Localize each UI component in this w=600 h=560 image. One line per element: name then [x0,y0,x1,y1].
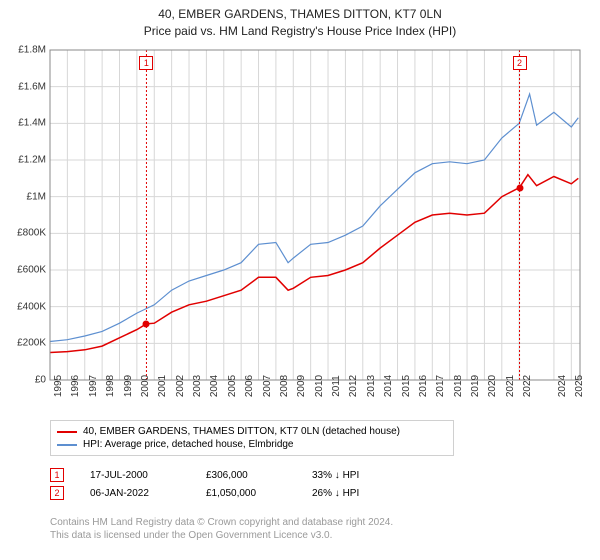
y-axis-label: £1.6M [6,81,46,92]
x-axis-label: 2012 [348,375,359,397]
sale-price: £306,000 [206,470,286,481]
x-axis-label: 2018 [453,375,464,397]
x-axis-label: 2025 [574,375,585,397]
y-axis-label: £1.4M [6,118,46,129]
sale-date: 17-JUL-2000 [90,470,180,481]
x-axis-label: 2002 [175,375,186,397]
x-axis-label: 2013 [366,375,377,397]
legend: 40, EMBER GARDENS, THAMES DITTON, KT7 0L… [50,420,454,456]
legend-label: 40, EMBER GARDENS, THAMES DITTON, KT7 0L… [83,426,400,437]
y-axis-label: £0 [6,375,46,386]
x-axis-label: 2008 [279,375,290,397]
sale-date: 06-JAN-2022 [90,488,180,499]
title-line1: 40, EMBER GARDENS, THAMES DITTON, KT7 0L… [0,6,600,23]
legend-item: 40, EMBER GARDENS, THAMES DITTON, KT7 0L… [57,425,447,438]
legend-swatch [57,444,77,446]
title-block: 40, EMBER GARDENS, THAMES DITTON, KT7 0L… [0,0,600,40]
title-line2: Price paid vs. HM Land Registry's House … [0,23,600,40]
x-axis-label: 2014 [383,375,394,397]
footnote-line2: This data is licensed under the Open Gov… [50,529,393,542]
sale-index: 1 [50,468,64,482]
x-axis-label: 1996 [70,375,81,397]
series-subject [50,175,578,353]
y-axis-label: £1M [6,191,46,202]
x-axis-label: 2001 [157,375,168,397]
x-axis-label: 2024 [557,375,568,397]
y-axis-label: £1.8M [6,45,46,56]
x-axis-label: 1995 [53,375,64,397]
sale-diff: 33% ↓ HPI [312,470,392,481]
sale-diff: 26% ↓ HPI [312,488,392,499]
x-axis-label: 2006 [244,375,255,397]
x-axis-label: 2016 [418,375,429,397]
x-axis-label: 2020 [487,375,498,397]
x-axis-label: 1997 [88,375,99,397]
sale-row: 1 17-JUL-2000 £306,000 33% ↓ HPI [50,466,570,484]
sale-marker-2: 2 [513,56,527,70]
chart-area: £0£200K£400K£600K£800K£1M£1.2M£1.4M£1.6M… [50,50,580,380]
x-axis-label: 2009 [296,375,307,397]
legend-label: HPI: Average price, detached house, Elmb… [83,439,294,450]
x-axis-label: 2015 [401,375,412,397]
footnote-line1: Contains HM Land Registry data © Crown c… [50,516,393,529]
sale-dot-2 [516,184,523,191]
y-axis-label: £200K [6,338,46,349]
sale-price: £1,050,000 [206,488,286,499]
chart-container: 40, EMBER GARDENS, THAMES DITTON, KT7 0L… [0,0,600,560]
footnote: Contains HM Land Registry data © Crown c… [50,516,393,542]
sale-dot-1 [143,320,150,327]
x-axis-label: 2022 [522,375,533,397]
x-axis-label: 1998 [105,375,116,397]
x-axis-label: 1999 [123,375,134,397]
legend-item: HPI: Average price, detached house, Elmb… [57,438,447,451]
series-hpi [50,94,578,342]
sale-marker-1: 1 [139,56,153,70]
x-axis-label: 2007 [262,375,273,397]
x-axis-label: 2005 [227,375,238,397]
x-axis-label: 2003 [192,375,203,397]
sales-table: 1 17-JUL-2000 £306,000 33% ↓ HPI 2 06-JAN-202… [50,466,570,502]
chart-svg [50,50,580,380]
sale-index: 2 [50,486,64,500]
x-axis-label: 2004 [209,375,220,397]
legend-swatch [57,431,77,433]
x-axis-label: 2000 [140,375,151,397]
y-axis-label: £600K [6,265,46,276]
y-axis-label: £1.2M [6,155,46,166]
sale-row: 2 06-JAN-2022 £1,050,000 26% ↓ HPI [50,484,570,502]
x-axis-label: 2019 [470,375,481,397]
x-axis-label: 2017 [435,375,446,397]
y-axis-label: £800K [6,228,46,239]
y-axis-label: £400K [6,301,46,312]
x-axis-label: 2010 [314,375,325,397]
x-axis-label: 2021 [505,375,516,397]
x-axis-label: 2011 [331,375,342,397]
